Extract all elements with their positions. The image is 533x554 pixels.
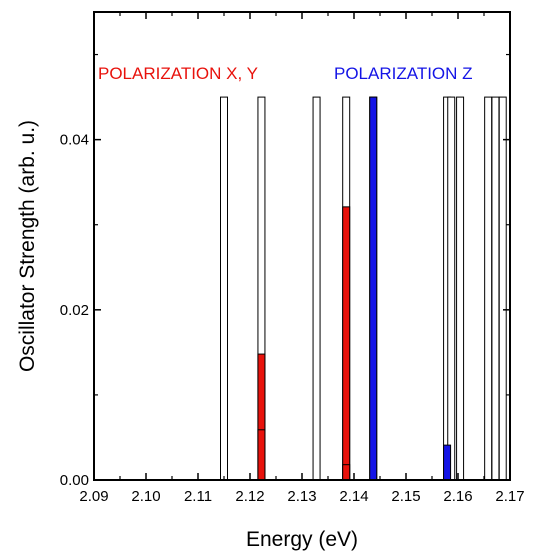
level-marker-bar-7 [456, 96, 465, 481]
annotation-xy: POLARIZATION X, Y [98, 64, 258, 83]
level-marker-bar-10 [498, 96, 507, 481]
level-marker-bar-9 [491, 96, 500, 481]
x-tick-label: 2.17 [495, 488, 524, 505]
series-0-bar-2 [257, 429, 266, 481]
level-marker-bar-2 [312, 96, 321, 481]
y-tick-label: 0.04 [60, 132, 89, 149]
series-0-bar-0 [342, 206, 351, 481]
x-tick-label: 2.13 [287, 488, 316, 505]
x-tick-label: 2.15 [391, 488, 420, 505]
level-marker-bar-6 [447, 96, 456, 481]
y-axis-title: Oscillator Strength (arb. u.) [16, 120, 39, 372]
x-tick-label: 2.11 [184, 488, 212, 505]
y-tick-label: 0.00 [60, 472, 89, 489]
series-1-bar-1 [443, 444, 452, 481]
x-tick-label: 2.14 [339, 488, 368, 505]
level-marker-bar-0 [220, 96, 228, 481]
series-1-bar-0 [369, 96, 378, 481]
x-tick-label: 2.09 [79, 488, 108, 505]
y-tick-label: 0.02 [60, 302, 89, 319]
x-axis-title: Energy (eV) [246, 528, 358, 551]
level-marker-bar-8 [484, 96, 493, 481]
x-tick-label: 2.10 [131, 488, 160, 505]
ticks-layer: 2.09 2.10 2.11 2.12 2.13 2.14 2.15 2.16 2.17 0.00… [60, 12, 525, 505]
x-tick-label: 2.16 [443, 488, 472, 505]
series-0-bar-3 [342, 464, 351, 481]
annotation-z: POLARIZATION Z [334, 64, 473, 83]
bars-layer [220, 96, 507, 481]
x-tick-label: 2.12 [235, 488, 264, 505]
